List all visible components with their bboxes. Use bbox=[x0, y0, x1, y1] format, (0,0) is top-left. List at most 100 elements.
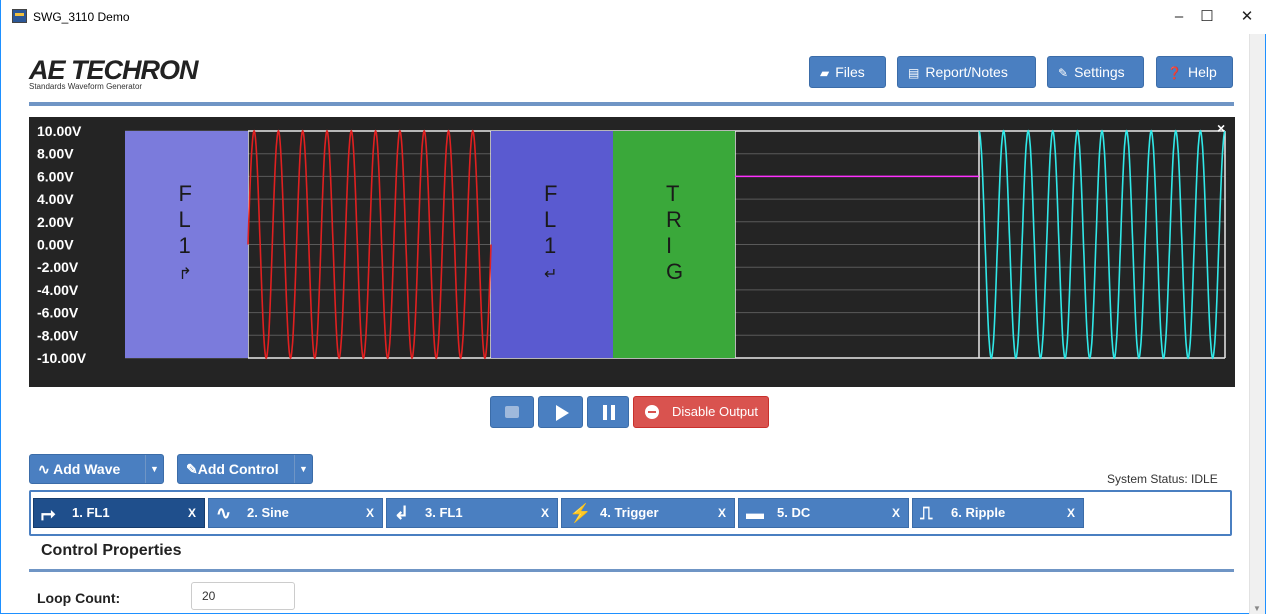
maximize-button[interactable]: ☐ bbox=[1200, 8, 1214, 25]
sine-wave-icon: ∿ bbox=[38, 461, 50, 477]
section-divider bbox=[29, 569, 1234, 572]
lightning-icon: ⚡ bbox=[569, 503, 592, 523]
files-button[interactable]: ▰ Files bbox=[809, 56, 886, 88]
minimize-button[interactable]: – bbox=[1174, 8, 1184, 25]
block-letter: F bbox=[544, 181, 557, 206]
y-axis-tick-label: -8.00V bbox=[37, 327, 79, 343]
report-notes-button[interactable]: ▤ Report/Notes bbox=[897, 56, 1036, 88]
tab-label: 5. DC bbox=[777, 505, 811, 520]
folder-icon: ▰ bbox=[820, 66, 830, 80]
block-letter: R bbox=[666, 207, 682, 232]
block-letter: I bbox=[666, 233, 672, 258]
report-label: Report/Notes bbox=[925, 64, 1008, 80]
block-letter: L bbox=[544, 207, 556, 232]
close-tab-icon[interactable]: X bbox=[1066, 506, 1075, 520]
ripple-wave-trace bbox=[978, 129, 1226, 360]
pause-icon bbox=[603, 405, 607, 420]
add-control-label: Add Control bbox=[197, 461, 279, 477]
block-letter: 1 bbox=[179, 233, 191, 258]
y-axis-tick-label: 8.00V bbox=[37, 146, 74, 162]
control-block-loop-end bbox=[491, 131, 613, 358]
scroll-down-arrow-icon[interactable]: ▼ bbox=[1253, 604, 1261, 613]
tab-label: 1. FL1 bbox=[72, 505, 110, 520]
block-letter: 1 bbox=[544, 233, 556, 258]
block-letter: L bbox=[179, 207, 191, 232]
add-wave-dropdown[interactable]: ∿ Add Wave ▼ bbox=[29, 454, 164, 484]
app-icon bbox=[12, 9, 27, 23]
y-axis-tick-label: -4.00V bbox=[37, 282, 79, 298]
y-axis-tick-label: -10.00V bbox=[37, 350, 87, 366]
loop-end-icon: ↲ bbox=[394, 503, 410, 523]
chevron-down-icon: ▼ bbox=[145, 455, 163, 483]
chevron-down-icon: ▼ bbox=[294, 455, 312, 483]
close-window-button[interactable]: ✕ bbox=[1240, 8, 1254, 25]
tab-label: 2. Sine bbox=[247, 505, 289, 520]
loop-count-input[interactable] bbox=[191, 582, 295, 610]
stop-icon bbox=[505, 406, 519, 418]
wrench-icon: ✎ bbox=[186, 461, 198, 477]
tab-sine[interactable]: ∿ 2. Sine X bbox=[208, 498, 383, 528]
sequence-tabs: ⮣ 1. FL1 X ∿ 2. Sine X ↲ 3. FL1 X ⚡ 4. T… bbox=[29, 490, 1232, 536]
y-axis-tick-label: 4.00V bbox=[37, 191, 74, 207]
pause-icon-bar bbox=[611, 405, 615, 420]
help-button[interactable]: ❓ Help bbox=[1156, 56, 1233, 88]
tab-label: 6. Ripple bbox=[951, 505, 1006, 520]
tab-label: 4. Trigger bbox=[600, 505, 659, 520]
block-letter: F bbox=[179, 181, 192, 206]
close-tab-icon[interactable]: X bbox=[187, 506, 196, 520]
brand-logo: AE TECHRON Standards Waveform Generator bbox=[29, 55, 199, 91]
title-bar: SWG_3110 Demo – ☐ ✕ bbox=[1, 0, 1266, 34]
sine-wave-icon: ∿ bbox=[216, 503, 232, 523]
minus-circle-icon bbox=[645, 405, 659, 419]
wrench-icon: ✎ bbox=[1058, 66, 1069, 80]
control-block-loop-start bbox=[125, 131, 248, 358]
add-wave-label: Add Wave bbox=[53, 461, 121, 477]
window-title: SWG_3110 Demo bbox=[33, 10, 130, 24]
vertical-scrollbar[interactable]: ▼ bbox=[1249, 34, 1265, 614]
waveform-canvas: 10.00V 8.00V 6.00V 4.00V 2.00V 0.00V -2.00V -4.… bbox=[37, 120, 1226, 366]
close-tab-icon[interactable]: X bbox=[717, 506, 726, 520]
y-axis-tick-label: -2.00V bbox=[37, 259, 79, 275]
loop-count-label: Loop Count: bbox=[37, 590, 121, 606]
disable-output-button[interactable]: Disable Output bbox=[633, 396, 769, 428]
close-tab-icon[interactable]: X bbox=[540, 506, 549, 520]
y-axis-tick-label: 6.00V bbox=[37, 168, 74, 184]
settings-label: Settings bbox=[1074, 64, 1125, 80]
play-button[interactable] bbox=[538, 396, 583, 428]
tab-ripple[interactable]: ⎍ 6. Ripple X bbox=[912, 498, 1084, 528]
tab-fl1-start[interactable]: ⮣ 1. FL1 X bbox=[33, 498, 205, 528]
header-divider bbox=[29, 102, 1234, 106]
close-tab-icon[interactable]: X bbox=[891, 506, 900, 520]
question-circle-icon: ❓ bbox=[1167, 66, 1182, 80]
add-control-dropdown[interactable]: ✎Add Control ▼ bbox=[177, 454, 313, 484]
y-axis-tick-label: 0.00V bbox=[37, 237, 74, 253]
system-status: System Status: IDLE bbox=[1107, 472, 1218, 486]
loop-start-icon: ⮣ bbox=[41, 503, 56, 523]
settings-button[interactable]: ✎ Settings bbox=[1047, 56, 1144, 88]
y-axis-tick-label: 2.00V bbox=[37, 214, 74, 230]
pause-button[interactable] bbox=[587, 396, 629, 428]
block-letter: ↵ bbox=[544, 266, 557, 283]
dc-line-icon: ▬ bbox=[746, 503, 764, 523]
waveform-display[interactable]: 10.00V 8.00V 6.00V 4.00V 2.00V 0.00V -2.00V -4.… bbox=[29, 117, 1235, 387]
disable-output-label: Disable Output bbox=[672, 404, 758, 419]
tab-fl1-end[interactable]: ↲ 3. FL1 X bbox=[386, 498, 558, 528]
tab-label: 3. FL1 bbox=[425, 505, 463, 520]
tab-dc[interactable]: ▬ 5. DC X bbox=[738, 498, 909, 528]
tab-trigger[interactable]: ⚡ 4. Trigger X bbox=[561, 498, 735, 528]
logo-text: AE TECHRON bbox=[29, 55, 199, 85]
close-tab-icon[interactable]: X bbox=[365, 506, 374, 520]
clipboard-icon: ▤ bbox=[908, 66, 920, 80]
files-label: Files bbox=[835, 64, 865, 80]
sine-wave-trace bbox=[247, 129, 492, 360]
ripple-wave-icon: ⎍ bbox=[920, 503, 933, 523]
block-letter: G bbox=[666, 259, 683, 284]
logo-subtitle: Standards Waveform Generator bbox=[29, 82, 143, 91]
block-letter: ↱ bbox=[179, 266, 192, 283]
y-axis-tick-label: -6.00V bbox=[37, 305, 79, 321]
block-letter: T bbox=[666, 181, 679, 206]
control-properties-title: Control Properties bbox=[41, 542, 182, 559]
stop-button[interactable] bbox=[490, 396, 534, 428]
play-icon bbox=[556, 405, 569, 421]
